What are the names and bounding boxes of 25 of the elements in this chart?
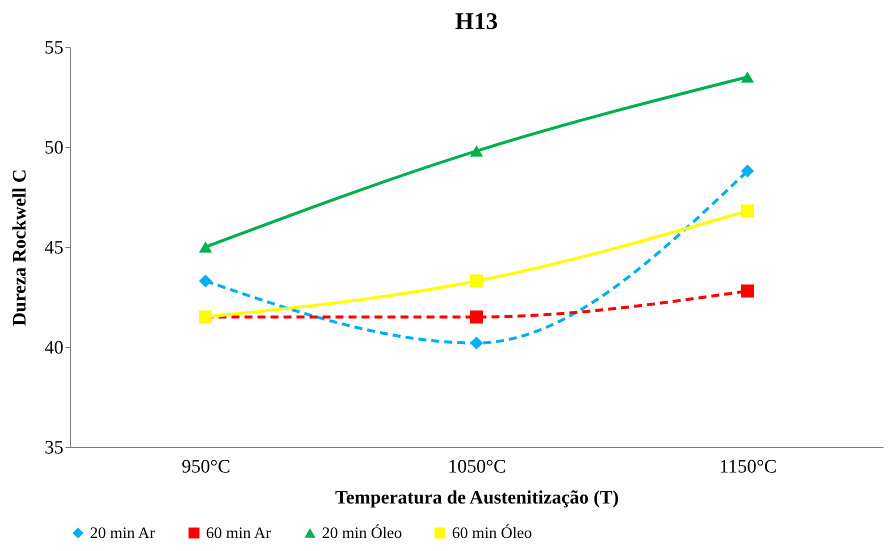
legend-label: 60 min Óleo — [452, 524, 532, 542]
y-tick-label: 40 — [44, 338, 64, 358]
point — [198, 274, 212, 288]
point — [740, 164, 754, 178]
legend-label: 20 min Óleo — [322, 524, 402, 542]
point — [740, 204, 754, 218]
x-tick-label: 950°C — [182, 456, 230, 478]
y-tick-label: 50 — [44, 138, 64, 158]
point — [740, 71, 754, 83]
point — [470, 274, 484, 288]
point — [740, 284, 754, 298]
point — [470, 336, 484, 350]
x-axis-title: Temperatura de Austenitização (T) — [335, 488, 619, 508]
y-axis-title: Dureza Rockwell C — [10, 169, 30, 326]
x-tick-label: 1150°C — [719, 456, 777, 478]
y-tick-label: 45 — [44, 238, 64, 258]
legend-label: 60 min Ar — [206, 525, 272, 542]
x-tick-label: 1050°C — [448, 456, 506, 478]
point — [198, 241, 212, 253]
legend-label: 20 min Ar — [90, 525, 156, 542]
y-tick-label: 55 — [44, 38, 64, 58]
point — [470, 145, 484, 157]
y-tick-label: 35 — [44, 438, 64, 458]
point — [470, 310, 484, 324]
chart-title: H13 — [455, 9, 498, 35]
